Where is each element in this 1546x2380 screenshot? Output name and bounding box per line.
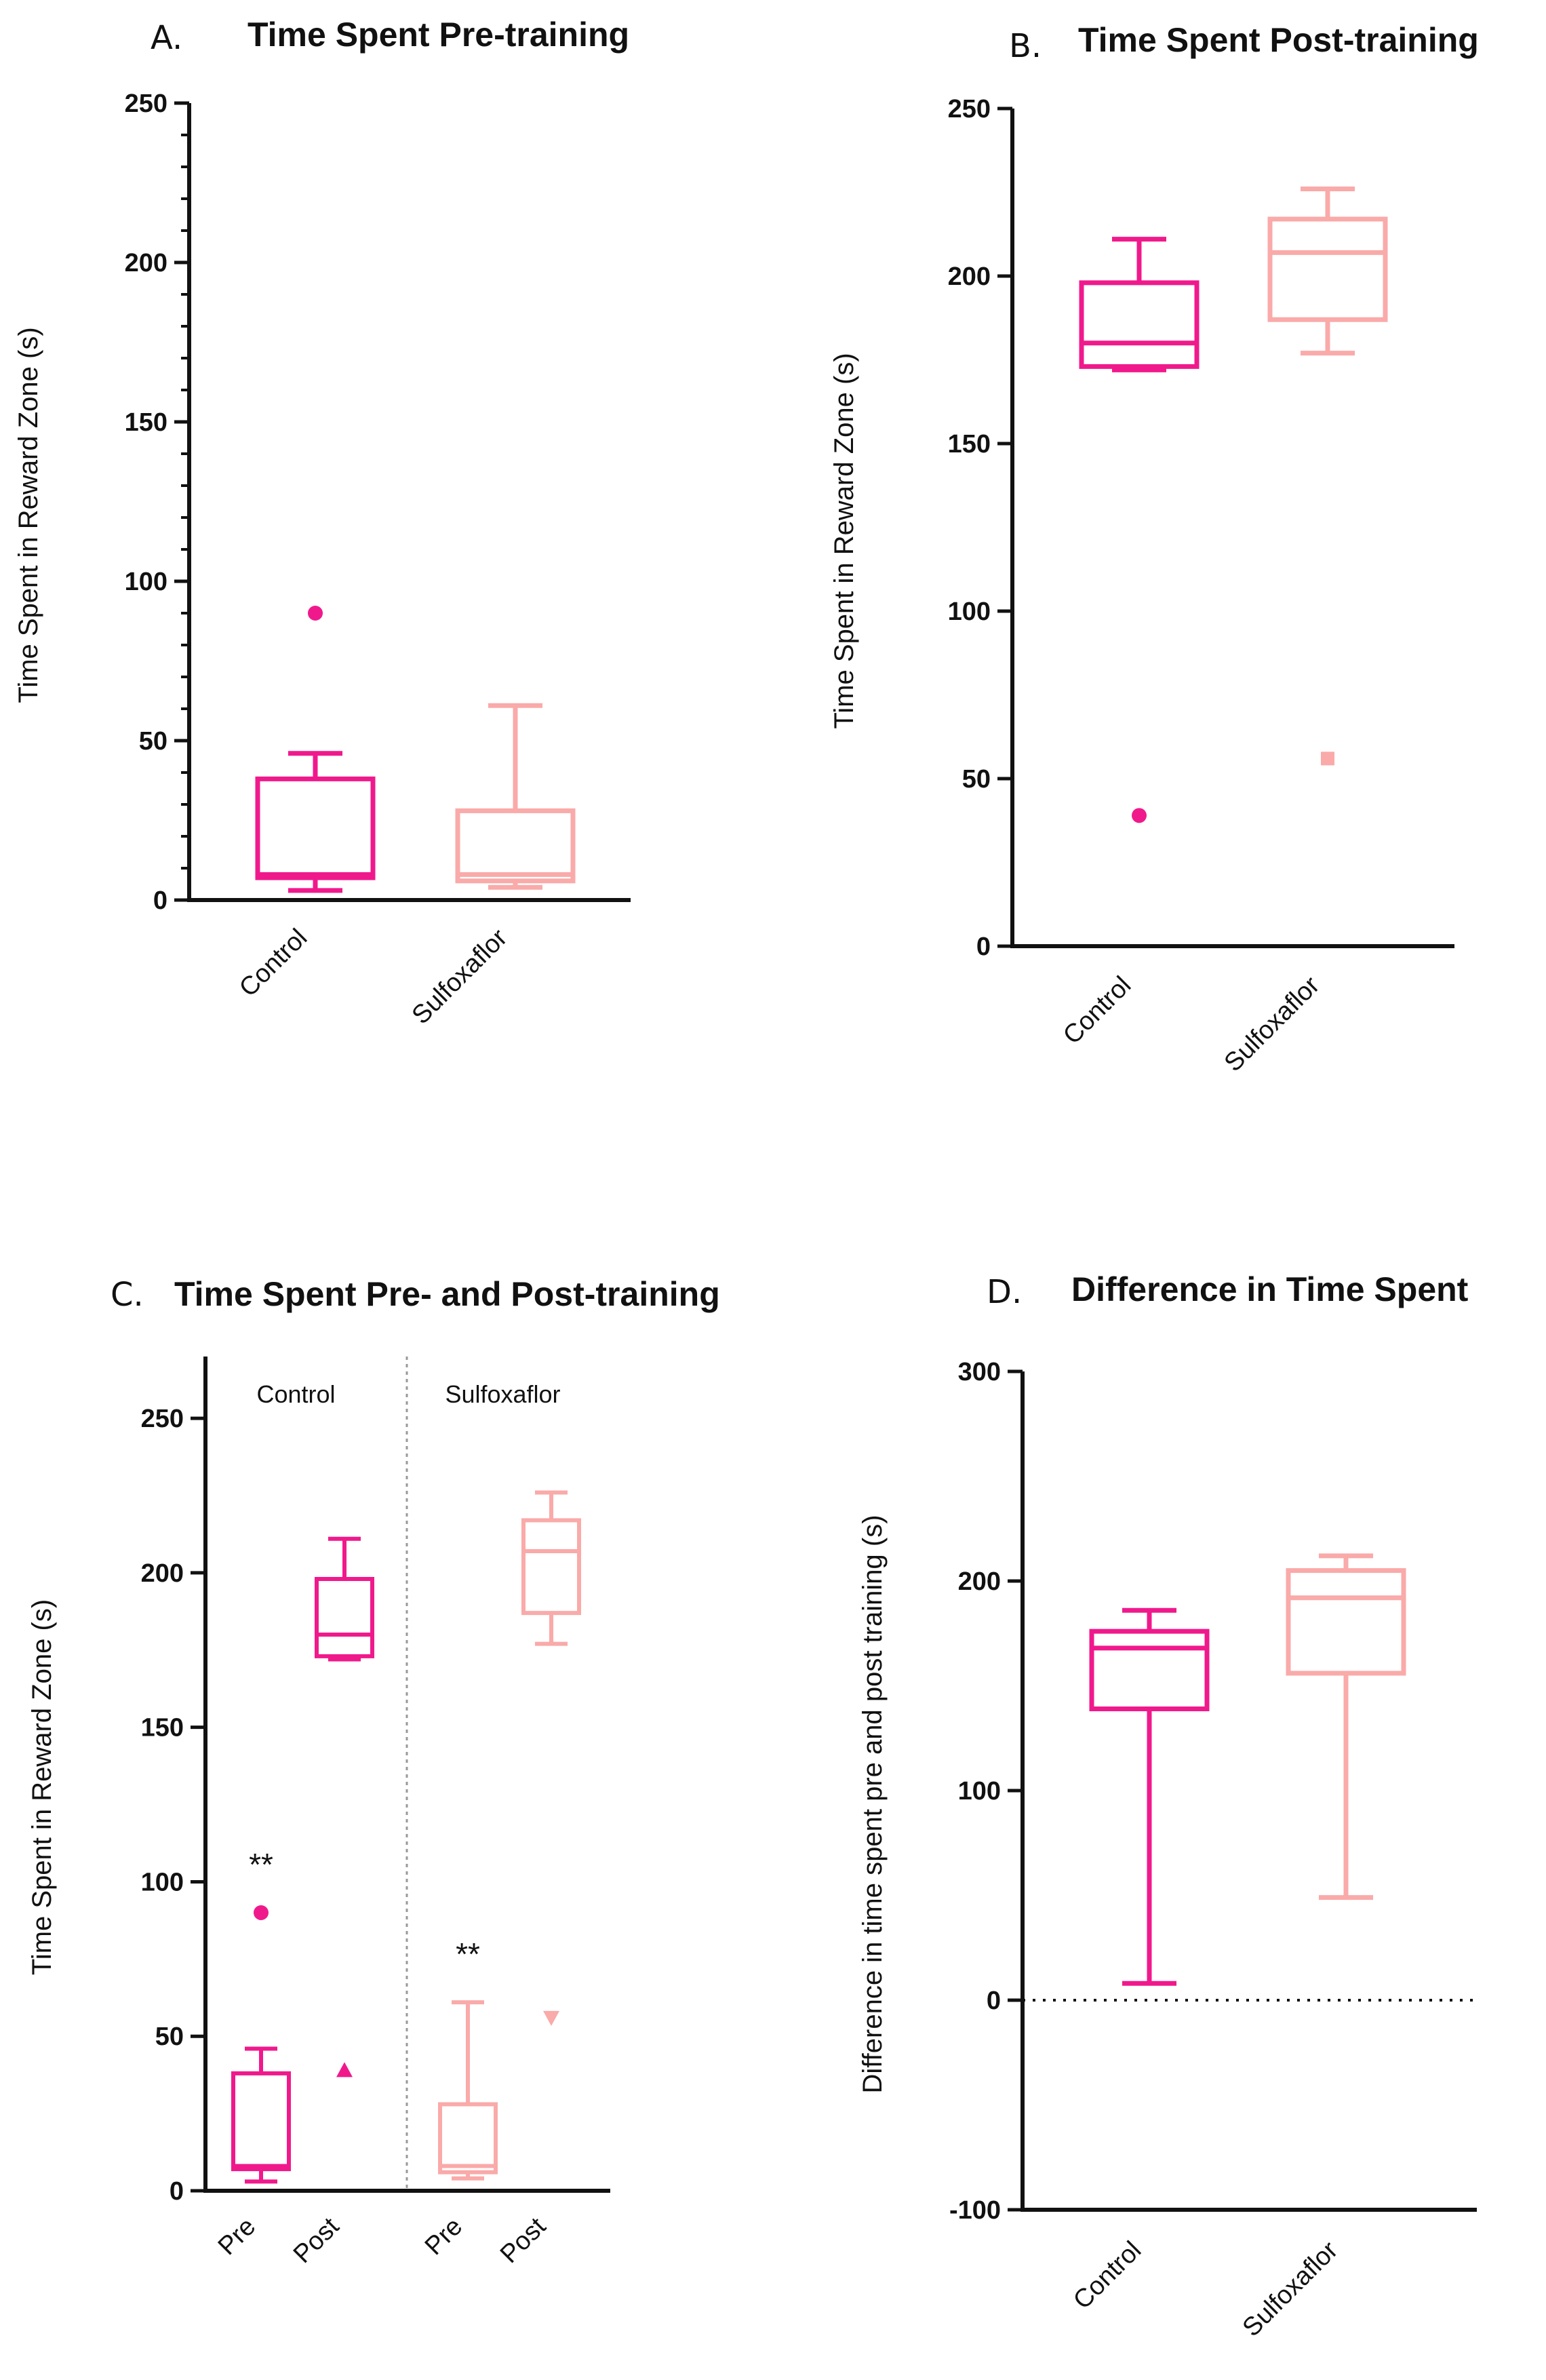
panel-letter: A. — [151, 19, 182, 57]
y-tick-label: 100 — [958, 1777, 1001, 1806]
y-tick-label: 0 — [153, 886, 167, 915]
y-tick-label: 50 — [139, 727, 167, 756]
y-tick-label: 50 — [962, 765, 991, 794]
box-iqr — [1079, 280, 1200, 369]
box-iqr — [1267, 216, 1388, 322]
category-label: Pre — [420, 2212, 469, 2261]
category-label: Post — [495, 2212, 552, 2269]
box-iqr — [521, 1518, 581, 1616]
outlier-point — [308, 606, 323, 621]
category-label: Sulfoxaflor — [1237, 2236, 1344, 2342]
outlier-point — [336, 2062, 353, 2077]
y-tick-label: 200 — [125, 249, 167, 277]
box-control: Control — [234, 606, 376, 1002]
y-tick-label: 100 — [125, 568, 167, 596]
box-iqr — [455, 808, 576, 884]
y-tick-label: 150 — [948, 430, 991, 459]
category-label: Post — [288, 2212, 345, 2269]
group-label: Control — [256, 1380, 335, 1408]
box-sulfoxaflor: Sulfoxaflor — [407, 703, 576, 1030]
box-iqr — [1286, 1568, 1406, 1676]
significance-label: ** — [456, 1936, 480, 1972]
category-label: Control — [1068, 2236, 1147, 2315]
category-label: Sulfoxaflor — [407, 923, 513, 1030]
box-iqr — [231, 2071, 291, 2172]
category-label: Pre — [213, 2212, 262, 2261]
y-tick-label: 300 — [958, 1358, 1001, 1386]
y-tick-label: 0 — [976, 933, 991, 961]
y-tick-label: 200 — [958, 1567, 1001, 1596]
y-tick-label: 0 — [170, 2177, 184, 2206]
box-post: Post — [288, 1536, 374, 2269]
y-tick-label: 50 — [155, 2023, 184, 2051]
box-iqr — [438, 2102, 498, 2174]
panel-b: B. Time Spent Post-training 0 50 100 150 200 25… — [829, 21, 1479, 1077]
category-label: Control — [1058, 971, 1136, 1050]
y-tick-label: 200 — [141, 1559, 184, 1588]
y-axis-label: Difference in time spent pre and post tr… — [858, 1515, 888, 2093]
category-label: Sulfoxaflor — [1219, 971, 1326, 1077]
y-axis-label: Time Spent in Reward Zone (s) — [14, 327, 43, 703]
outlier-point — [543, 2010, 559, 2026]
box-pre: ** Pre — [213, 1847, 291, 2261]
y-tick-label: 150 — [125, 408, 167, 437]
panel-letter: B. — [1009, 27, 1042, 65]
y-tick-label: -100 — [949, 2196, 1001, 2225]
panel-title: Time Spent Pre- and Post-training — [174, 1275, 720, 1313]
significance-label: ** — [249, 1847, 273, 1882]
y-tick-label: 100 — [948, 598, 991, 626]
panel-title: Time Spent Post-training — [1078, 21, 1479, 59]
group-label: Sulfoxaflor — [445, 1380, 560, 1408]
panel-a: A. Time Spent Pre-training 0 50 100 150 200 250… — [14, 16, 631, 1030]
outlier-point — [1321, 752, 1334, 766]
y-axis-label: Time Spent in Reward Zone (s) — [829, 353, 859, 728]
y-tick-label: 250 — [948, 95, 991, 123]
y-tick-label: 200 — [948, 262, 991, 291]
y-tick-label: 250 — [125, 90, 167, 118]
panel-d: D. Difference in Time Spent -100 0 100 200 300… — [858, 1270, 1477, 2342]
y-tick-label: 0 — [987, 1987, 1001, 2015]
category-label: Control — [234, 924, 313, 1002]
box-pre: ** Pre — [420, 1936, 498, 2261]
panel-letter: C. — [111, 1276, 144, 1314]
box-control: Control — [1058, 237, 1200, 1050]
panel-letter: D. — [987, 1273, 1022, 1311]
y-axis-label: Time Spent in Reward Zone (s) — [27, 1599, 57, 1975]
y-tick-label: 150 — [141, 1714, 184, 1742]
box-sulfoxaflor: Sulfoxaflor — [1237, 1553, 1406, 2342]
box-iqr — [1089, 1628, 1210, 1711]
box-sulfoxaflor: Sulfoxaflor — [1219, 187, 1388, 1077]
box-iqr — [315, 1577, 374, 1658]
panel-title: Time Spent Pre-training — [247, 16, 629, 54]
box-post: Post — [495, 1490, 581, 2269]
panel-title: Difference in Time Spent — [1071, 1270, 1469, 1308]
panel-c: C. Time Spent Pre- and Post-training 0 50 10… — [27, 1275, 720, 2269]
y-tick-label: 250 — [141, 1405, 184, 1433]
outlier-point — [254, 1905, 269, 1920]
y-tick-label: 100 — [141, 1868, 184, 1896]
outlier-point — [1132, 808, 1147, 823]
box-iqr — [255, 776, 376, 880]
